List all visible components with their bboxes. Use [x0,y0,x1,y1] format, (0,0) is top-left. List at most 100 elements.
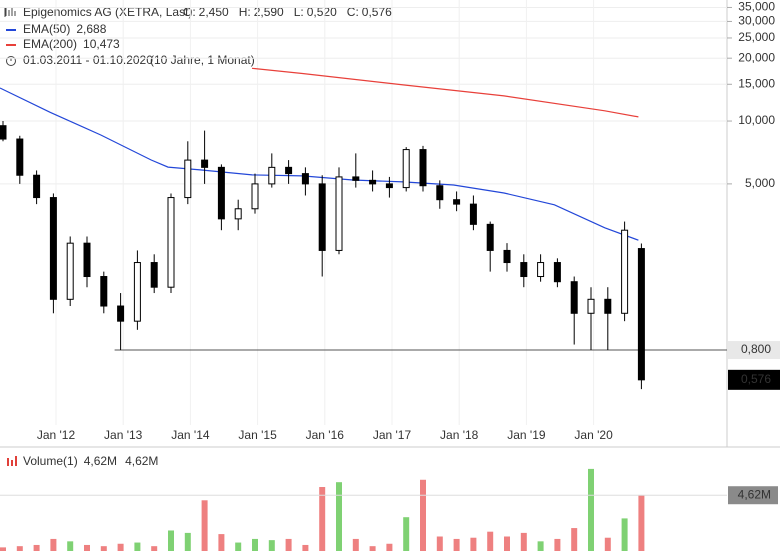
candle-body [453,199,461,205]
volume-bar [285,538,292,551]
volume-value: 4,62M [125,454,158,468]
x-tick-label: Jan '17 [373,428,412,442]
last-price-box [728,369,780,390]
candle-body [570,281,578,314]
period-note: (10 Jahre, 1 Monat) [150,53,255,67]
candle-body [184,159,192,199]
candle-body [117,305,125,322]
volume-bar [352,538,359,551]
candle-body [419,149,427,187]
last-volume-box [728,486,778,505]
candle-body [352,176,360,181]
ohlc-name: C: [347,5,359,19]
volume-bar [470,537,477,551]
ohlc-name: L: [294,5,304,19]
volume-bar [571,528,578,551]
volume-bar [0,547,6,551]
candle-body [234,208,242,220]
candle-body [268,166,276,185]
volume-bar [420,479,426,551]
volume-bar [369,546,376,551]
volume-bar [235,542,242,551]
candle-body [587,298,595,314]
y-tick-label: 35,000 [738,0,775,14]
volume-bar [252,538,258,551]
candle-body [201,159,209,168]
candle-body [217,166,225,220]
y-tick-label: 10,000 [738,113,775,127]
candle-body [83,242,91,278]
y-tick-label: 5,000 [745,176,775,190]
volume-bar [453,538,460,551]
ohlc-name: H: [239,5,251,19]
volume-bar [319,487,326,551]
volume-bar [184,532,191,551]
candle-body [0,125,7,140]
candle-body [385,183,393,189]
volume-bar [504,536,510,551]
clock-icon [6,56,16,66]
candle-body [369,179,377,185]
legend-value: 2,688 [76,22,106,36]
candle-body [604,298,612,314]
y-tick-label: 30,000 [738,14,775,28]
volume-bar [218,534,225,551]
candle-body [49,197,57,300]
ema-line [251,67,639,118]
legend-label: EMA(50) [23,22,70,36]
volume-bar [554,538,561,551]
volume-bar [436,536,443,551]
volume-bar [487,531,494,551]
volume-bar [67,541,74,551]
candle-body [150,262,158,288]
x-tick-label: Jan '18 [440,428,479,442]
legend-label: EMA(200) [23,37,77,51]
candle-body [318,183,326,251]
candle-body [251,183,259,210]
x-tick-label: Jan '20 [574,428,613,442]
volume-bar [117,543,124,551]
volume-icon [15,456,17,466]
volume-value: 4,62M [84,454,117,468]
reference-label-box [728,341,780,360]
volume-bar [268,540,275,551]
candle-body [335,176,343,251]
candle-body [301,173,309,185]
x-tick-label: Jan '12 [37,428,76,442]
volume-bar [537,541,544,551]
volume-bar [621,518,628,551]
x-tick-label: Jan '13 [104,428,143,442]
volume-bar [302,544,309,551]
volume-bar [50,538,57,551]
candle-body [503,249,511,264]
legend-value: 10,473 [83,37,120,51]
x-tick-label: Jan '14 [171,428,210,442]
candle-body [553,262,561,283]
volume-bar [638,495,645,551]
volume-bar [336,482,342,551]
volume-bar [16,546,23,551]
y-tick-label: 20,000 [738,50,775,64]
candle-body [33,174,41,199]
candle-body [436,185,444,201]
candle-body [285,166,293,175]
volume-bar [386,543,393,551]
x-tick-label: Jan '16 [306,428,345,442]
reference-label: 0,800 [741,342,771,356]
ohlc-value: 2,450 [199,5,229,19]
x-tick-label: Jan '19 [507,428,546,442]
volume-icon [11,460,13,466]
volume-bar [33,544,40,551]
candle-body [100,276,108,307]
volume-title: Volume(1) [23,454,78,468]
volume-bar [604,537,611,551]
candle-body [537,262,545,278]
ohlc-name: O: [183,5,196,19]
y-tick-label: 25,000 [738,30,775,44]
candle-body [133,262,141,322]
candle-body [66,242,74,300]
volume-bar [100,546,107,551]
candle-body [167,197,175,288]
x-tick-label: Jan '15 [238,428,277,442]
